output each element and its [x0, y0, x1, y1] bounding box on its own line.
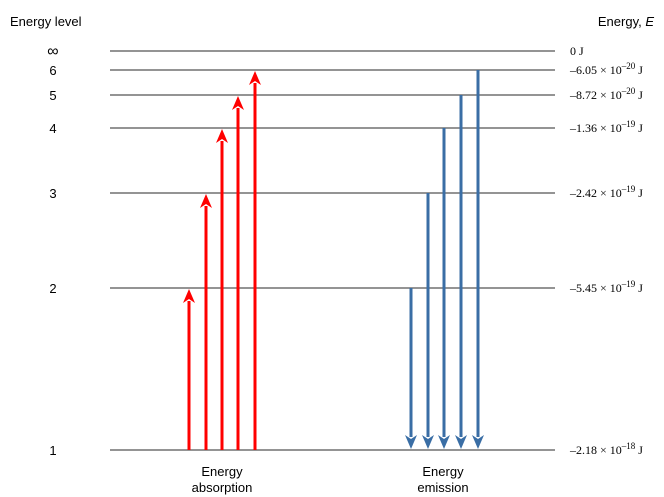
level-label: 6 — [49, 63, 56, 78]
emission-caption-line1: Energy — [422, 464, 464, 479]
energy-level-3: 3 –2.42 × 10–19 J — [49, 184, 643, 201]
energy-level-infinity: ∞ 0 J — [47, 43, 584, 60]
emission-arrow-3-to-1 — [422, 193, 434, 449]
energy-level-4: 4 –1.36 × 10–19 J — [49, 119, 643, 136]
level-energy: –6.05 × 10–20 J — [569, 61, 643, 77]
level-energy: –5.45 × 10–19 J — [569, 279, 643, 295]
energy-header: Energy, E — [598, 14, 654, 29]
level-label: 5 — [49, 88, 56, 103]
absorption-arrow-1-to-3 — [200, 194, 212, 450]
energy-levels: ∞ 0 J 6 –6.05 × 10–20 J 5 –8.72 × 10–20 J 4 –1.… — [47, 43, 643, 458]
energy-level-5: 5 –8.72 × 10–20 J — [49, 86, 643, 103]
level-energy: –2.18 × 10–18 J — [569, 441, 643, 457]
absorption-arrow-1-to-5 — [232, 96, 244, 450]
emission-arrow-4-to-1 — [438, 128, 450, 449]
energy-level-6: 6 –6.05 × 10–20 J — [49, 61, 643, 78]
emission-arrow-2-to-1 — [405, 288, 417, 449]
emission-arrows — [405, 70, 484, 449]
emission-arrow-6-to-1 — [472, 70, 484, 449]
absorption-arrow-1-to-2 — [183, 289, 195, 450]
absorption-arrow-1-to-4 — [216, 129, 228, 450]
energy-level-2: 2 –5.45 × 10–19 J — [49, 279, 643, 296]
level-label: ∞ — [47, 43, 58, 60]
emission-caption-line2: emission — [417, 480, 468, 495]
level-label: 2 — [49, 281, 56, 296]
absorption-caption-line1: Energy — [201, 464, 243, 479]
emission-arrow-5-to-1 — [455, 95, 467, 449]
absorption-arrows — [183, 71, 261, 450]
absorption-arrow-1-to-6 — [249, 71, 261, 450]
level-energy: –2.42 × 10–19 J — [569, 184, 643, 200]
level-label: 1 — [49, 443, 56, 458]
level-label: 3 — [49, 186, 56, 201]
level-energy: –1.36 × 10–19 J — [569, 119, 643, 135]
energy-level-1: 1 –2.18 × 10–18 J — [49, 441, 643, 458]
absorption-caption-line2: absorption — [192, 480, 253, 495]
level-energy: 0 J — [570, 44, 584, 58]
energy-level-header: Energy level — [10, 14, 82, 29]
level-energy: –8.72 × 10–20 J — [569, 86, 643, 102]
level-label: 4 — [49, 121, 56, 136]
